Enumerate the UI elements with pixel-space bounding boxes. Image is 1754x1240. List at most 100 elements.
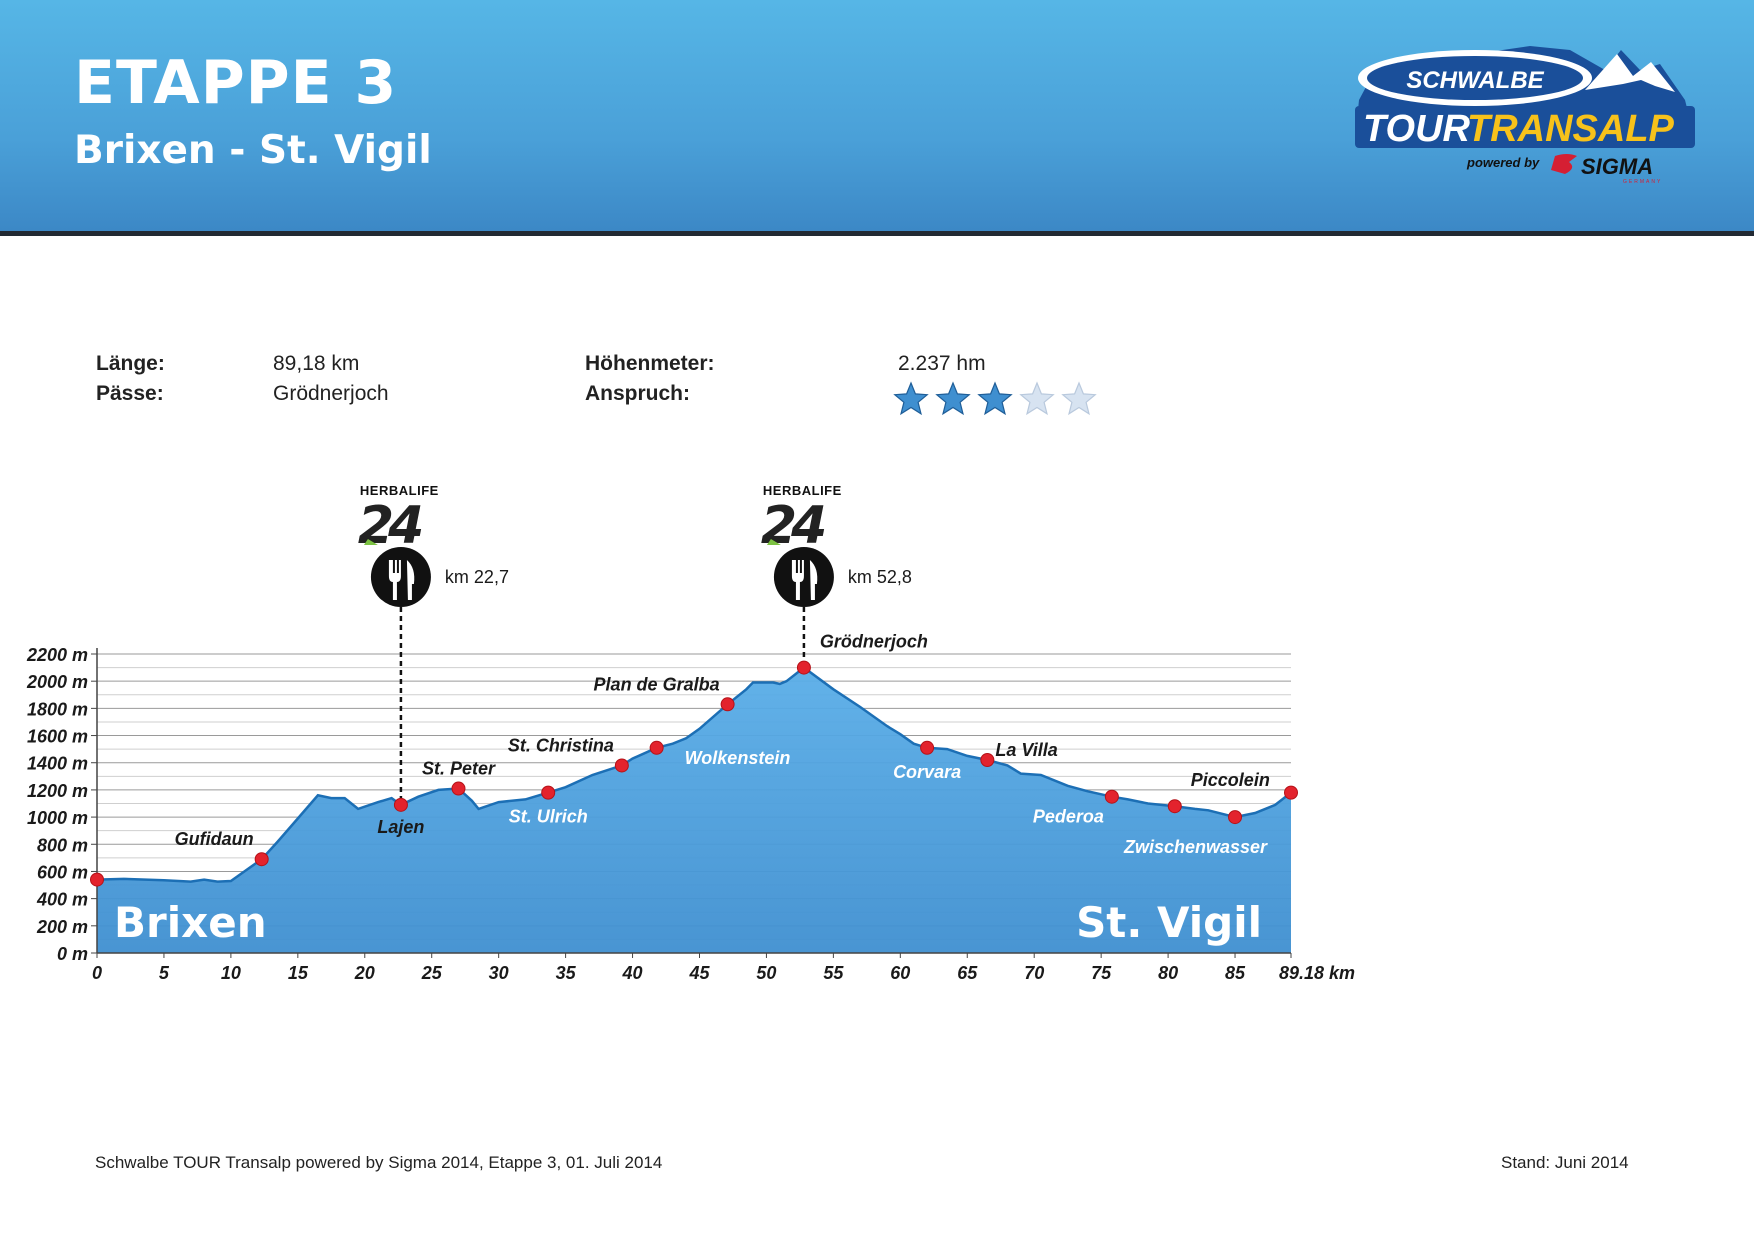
passes-label: Pässe: — [96, 382, 164, 405]
y-tick-label: 1200 m — [27, 781, 88, 801]
waypoint-label: Pederoa — [1033, 807, 1104, 827]
y-tick-label: 800 m — [37, 835, 88, 855]
x-tick-label: 15 — [288, 963, 309, 983]
feed-station-circle — [370, 547, 431, 607]
logo-transalp-text: TRANSALP — [1467, 108, 1675, 150]
waypoint-marker — [920, 740, 935, 755]
x-tick-label: 50 — [756, 963, 776, 983]
logo-tour-text: TOUR — [1363, 108, 1471, 150]
waypoint-label: Gufidaun — [175, 829, 254, 849]
x-tick-label: 45 — [688, 963, 710, 983]
waypoint-label: La Villa — [995, 740, 1057, 760]
knife-icon — [809, 560, 818, 600]
y-tick-label: 1400 m — [27, 754, 88, 774]
fork-icon — [791, 560, 804, 600]
knife-icon — [406, 560, 415, 600]
waypoint-label: Plan de Gralba — [594, 674, 720, 694]
footer-event-info: Schwalbe TOUR Transalp powered by Sigma … — [95, 1153, 663, 1172]
passes-value: Grödnerjoch — [273, 382, 389, 405]
waypoint-marker — [451, 781, 466, 796]
waypoint-label: Grödnerjoch — [820, 632, 928, 652]
waypoint-label: Wolkenstein — [685, 748, 791, 768]
waypoint-label: St. Peter — [422, 759, 496, 779]
y-tick-label: 1800 m — [27, 699, 88, 719]
y-tick-label: 0 m — [57, 944, 88, 964]
waypoint-marker — [393, 797, 408, 812]
logo-germany-text: GERMANY — [1623, 179, 1662, 185]
logo-sigma-swoosh — [1551, 154, 1577, 174]
elevation-line — [96, 666, 1292, 883]
x-tick-label: 30 — [489, 963, 509, 983]
waypoint-marker — [541, 785, 556, 800]
feed-station-km-label: km 52,8 — [848, 567, 912, 587]
y-tick-label: 600 m — [37, 862, 88, 882]
waypoint-label: Lajen — [377, 817, 424, 837]
tour-transalp-logo: SCHWALBE TOUR TRANSALP powered by SIGMA … — [1355, 46, 1695, 185]
waypoint-marker — [720, 697, 735, 712]
herbalife-leaf-icon — [766, 539, 781, 545]
header-divider — [0, 231, 1754, 236]
difficulty-label: Anspruch: — [585, 382, 690, 405]
waypoint-label: St. Ulrich — [509, 807, 588, 827]
herbalife-leaf-icon — [363, 539, 378, 545]
header-banner: ETAPPE 3 Brixen - St. Vigil SCHWALBE TOU… — [0, 0, 1754, 231]
waypoint-marker — [980, 753, 995, 768]
x-tick-label: 55 — [823, 963, 844, 983]
star-filled-icon — [977, 381, 1013, 416]
x-tick-label: 65 — [957, 963, 978, 983]
footer-status: Stand: Juni 2014 — [1501, 1153, 1629, 1172]
elevation-gain-label: Höhenmeter: — [585, 352, 715, 375]
star-empty-icon — [1019, 381, 1055, 416]
x-tick-label: 80 — [1158, 963, 1178, 983]
logo-snow-peaks — [1585, 54, 1675, 92]
feed-station-circle — [773, 547, 834, 607]
y-tick-label: 400 m — [36, 890, 88, 910]
waypoint-label: St. Christina — [508, 735, 614, 755]
logo-schwalbe-text: SCHWALBE — [1406, 67, 1544, 94]
x-tick-label: 5 — [159, 963, 170, 983]
logo-powered-text: powered by — [1466, 155, 1540, 170]
fork-icon — [388, 560, 401, 600]
waypoint-marker — [254, 852, 269, 867]
x-tick-label: 85 — [1225, 963, 1246, 983]
herbalife-brand-text: HERBALIFE — [763, 483, 842, 498]
y-tick-label: 200 m — [36, 917, 88, 937]
length-value: 89,18 km — [273, 352, 360, 375]
herbalife-24-text: 24 — [761, 496, 825, 556]
waypoint-marker — [649, 740, 664, 755]
x-tick-label: 20 — [354, 963, 375, 983]
herbalife-brand-text: HERBALIFE — [360, 483, 439, 498]
y-tick-label: 1000 m — [27, 808, 88, 828]
x-tick-label: 10 — [221, 963, 241, 983]
waypoint-marker — [90, 872, 104, 887]
logo-sigma-text: SIGMA — [1581, 154, 1653, 179]
feed-station-km-label: km 22,7 — [445, 567, 509, 587]
x-tick-label: 0 — [92, 963, 102, 983]
waypoint-marker — [1167, 799, 1182, 814]
stage-route: Brixen - St. Vigil — [74, 128, 432, 173]
stage-title: ETAPPE 3 — [74, 48, 398, 118]
herbalife-24-text: 24 — [358, 496, 422, 556]
x-tick-label: 60 — [890, 963, 910, 983]
waypoint-marker — [796, 660, 811, 675]
waypoint-label: Corvara — [893, 762, 961, 782]
waypoint-marker — [614, 758, 629, 773]
x-tick-label: 70 — [1024, 963, 1044, 983]
end-town-label: St. Vigil — [1076, 898, 1262, 947]
y-tick-label: 2000 m — [26, 672, 88, 692]
x-tick-label: 35 — [556, 963, 577, 983]
star-filled-icon — [935, 381, 971, 416]
x-tick-label: 40 — [622, 963, 643, 983]
elevation-gain-value: 2.237 hm — [898, 352, 986, 375]
waypoint-label: Zwischenwasser — [1123, 837, 1268, 857]
x-tick-label: 89.18 km — [1279, 963, 1355, 983]
star-empty-icon — [1061, 381, 1097, 416]
waypoint-label: Piccolein — [1191, 770, 1270, 790]
x-tick-label: 75 — [1091, 963, 1112, 983]
waypoint-marker — [1284, 785, 1298, 800]
start-town-label: Brixen — [114, 898, 267, 947]
waypoint-marker — [1104, 789, 1119, 804]
y-tick-label: 2200 m — [26, 645, 88, 665]
length-label: Länge: — [96, 352, 165, 375]
